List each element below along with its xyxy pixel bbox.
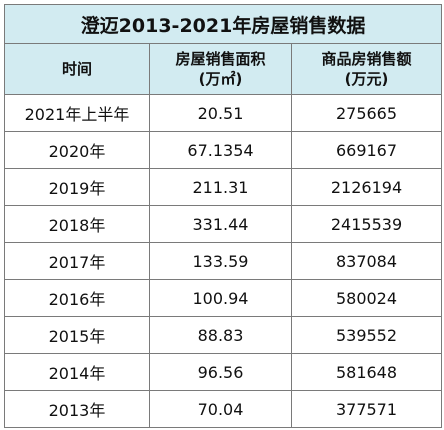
cell-area: 88.83 xyxy=(149,316,292,354)
housing-sales-table: 澄迈2013-2021年房屋销售数据 时间 房屋销售面积 (万㎡) 商品房销售额… xyxy=(4,4,442,428)
cell-area: 20.51 xyxy=(149,94,292,132)
column-header-area-unit: (万㎡) xyxy=(198,70,243,88)
cell-amount: 539552 xyxy=(291,316,442,354)
column-header-amount: 商品房销售额 (万元) xyxy=(291,43,442,95)
cell-area: 133.59 xyxy=(149,242,292,280)
cell-amount: 580024 xyxy=(291,279,442,317)
column-header-amount-label: 商品房销售额 xyxy=(321,50,412,68)
cell-year: 2019年 xyxy=(4,168,150,206)
cell-area: 331.44 xyxy=(149,205,292,243)
column-header-area-label: 房屋销售面积 xyxy=(175,50,266,68)
cell-area: 70.04 xyxy=(149,390,292,428)
cell-year: 2014年 xyxy=(4,353,150,391)
cell-year: 2017年 xyxy=(4,242,150,280)
cell-year: 2020年 xyxy=(4,131,150,169)
cell-year: 2015年 xyxy=(4,316,150,354)
cell-amount: 377571 xyxy=(291,390,442,428)
table-row: 2021年上半年 20.51 275665 xyxy=(4,94,442,132)
cell-amount: 2126194 xyxy=(291,168,442,206)
cell-area: 211.31 xyxy=(149,168,292,206)
cell-amount: 837084 xyxy=(291,242,442,280)
column-header-row: 时间 房屋销售面积 (万㎡) 商品房销售额 (万元) xyxy=(4,43,442,95)
column-header-time: 时间 xyxy=(4,43,150,95)
table-row: 2018年 331.44 2415539 xyxy=(4,205,442,243)
cell-amount: 581648 xyxy=(291,353,442,391)
table-row: 2014年 96.56 581648 xyxy=(4,353,442,391)
cell-year: 2018年 xyxy=(4,205,150,243)
table-title-row: 澄迈2013-2021年房屋销售数据 xyxy=(4,4,442,44)
cell-amount: 669167 xyxy=(291,131,442,169)
cell-amount: 2415539 xyxy=(291,205,442,243)
cell-year: 2013年 xyxy=(4,390,150,428)
column-header-area: 房屋销售面积 (万㎡) xyxy=(149,43,292,95)
cell-area: 96.56 xyxy=(149,353,292,391)
cell-year: 2021年上半年 xyxy=(4,94,150,132)
cell-year: 2016年 xyxy=(4,279,150,317)
table-row: 2013年 70.04 377571 xyxy=(4,390,442,428)
cell-area: 67.1354 xyxy=(149,131,292,169)
table-title: 澄迈2013-2021年房屋销售数据 xyxy=(4,4,442,44)
cell-area: 100.94 xyxy=(149,279,292,317)
table-row: 2017年 133.59 837084 xyxy=(4,242,442,280)
cell-amount: 275665 xyxy=(291,94,442,132)
column-header-amount-unit: (万元) xyxy=(344,70,389,88)
table-row: 2020年 67.1354 669167 xyxy=(4,131,442,169)
table-row: 2019年 211.31 2126194 xyxy=(4,168,442,206)
table-row: 2016年 100.94 580024 xyxy=(4,279,442,317)
table-row: 2015年 88.83 539552 xyxy=(4,316,442,354)
